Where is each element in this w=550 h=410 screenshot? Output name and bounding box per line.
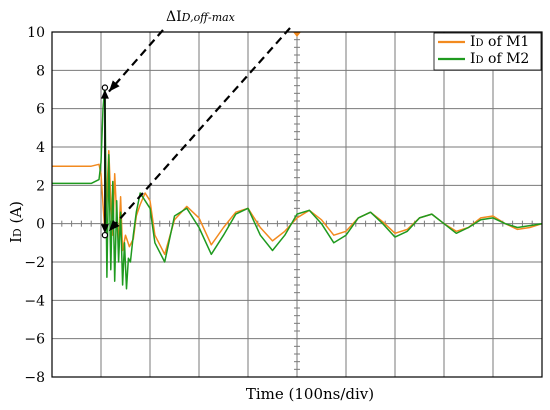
plot-frame [51,31,543,378]
annotation-arrowhead-up [100,89,109,99]
y-axis-label-sub: D [11,228,24,237]
y-axis-label-main: I [7,237,25,243]
annotation-layer [100,27,291,239]
legend-label-1: ID of M1 [470,34,529,50]
legend-box [433,32,542,71]
y-tick-label: 8 [36,63,45,79]
y-tick-label: −2 [24,255,45,271]
y-tick-label: 0 [36,217,45,233]
legend-label-rest: of M2 [484,51,530,67]
series-line-2 [52,84,543,290]
annotation-label-prefix: ΔI [166,9,182,25]
legend-label-main: I [470,51,476,67]
y-axis-label-unit: (A) [7,201,25,228]
annotation-pointer-valley-line [108,27,291,232]
annotation-pointer-peak-line [108,29,164,93]
y-tick-label: 10 [27,25,45,41]
annotation-peak-marker [101,84,109,91]
series-layer [52,32,543,290]
y-axis-label: ID (A) [7,201,25,243]
legend-label-rest: of M1 [484,34,530,50]
annotation-label-sub: D,off-max [181,11,236,24]
y-tick-label: 6 [36,102,45,118]
y-tick-label: 4 [36,140,45,156]
legend-label-sub: D [476,38,484,49]
annotation-pointer-peak-head [108,80,120,92]
y-tick-labels: 10 8 6 4 2 0 −2 −4 −6 −8 [24,25,45,386]
y-tick-label: 2 [36,178,45,194]
trigger-marker [293,32,301,37]
y-tick-label: −4 [24,293,45,309]
y-tick-label: −6 [24,332,45,348]
annotation-arrowhead-down [100,224,109,234]
legend-label-sub: D [476,55,484,66]
x-axis-label: Time (100ns/div) [246,385,374,403]
annotation-pointer-valley-head [108,219,120,232]
annotation-label: ΔID,off-max [166,9,236,25]
legend-label-main: I [470,34,476,50]
legend-label-2: ID of M2 [470,51,529,67]
annotation-valley-marker [101,231,109,239]
y-tick-label: −8 [24,370,45,386]
